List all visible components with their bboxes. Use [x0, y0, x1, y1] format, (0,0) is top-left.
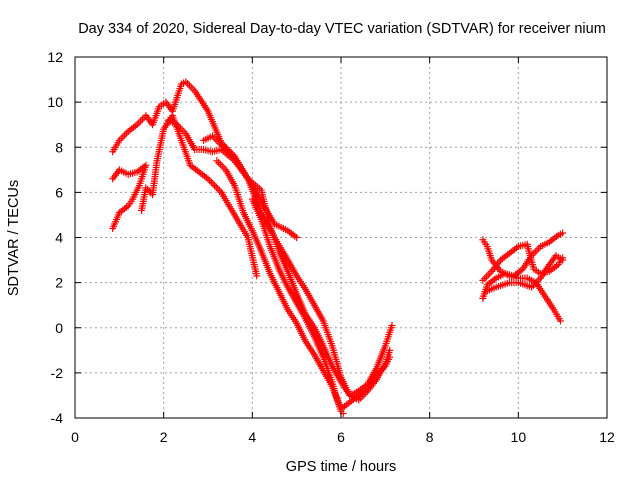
y-tick-label: 6	[55, 184, 63, 200]
data-point	[119, 133, 127, 141]
data-point	[226, 149, 234, 157]
data-points	[109, 78, 567, 417]
data-point	[214, 185, 222, 193]
x-tick-label: 2	[160, 429, 168, 445]
data-point	[216, 187, 224, 195]
data-point	[206, 177, 214, 185]
y-tick-label: 0	[55, 320, 63, 336]
data-point	[184, 80, 192, 88]
data-point	[253, 272, 261, 280]
data-point	[484, 271, 492, 279]
x-tick-label: 12	[599, 429, 615, 445]
data-point	[531, 248, 539, 256]
x-axis-label: GPS time / hours	[286, 459, 396, 475]
data-point	[209, 180, 217, 188]
y-tick-label: 10	[47, 94, 63, 110]
data-point	[212, 183, 220, 191]
data-point	[187, 83, 195, 91]
data-point	[109, 224, 117, 232]
data-point	[386, 353, 394, 361]
axes: 0 2 4 6 8 10 12 -4 -2 0 2 4 6 8 10 12	[47, 49, 615, 445]
data-point	[293, 234, 301, 241]
data-point	[215, 159, 223, 167]
data-point	[221, 144, 229, 152]
x-tick-label: 4	[248, 429, 256, 445]
y-axis-label: SDTVAR / TECUs	[6, 180, 22, 296]
chart-title: Day 334 of 2020, Sidereal Day-to-day VTE…	[78, 21, 606, 37]
data-point	[229, 153, 237, 161]
y-tick-label: 12	[47, 49, 63, 65]
data-point	[388, 321, 396, 329]
data-point	[224, 148, 232, 156]
data-point	[135, 119, 143, 127]
data-point	[117, 135, 125, 143]
data-point	[216, 160, 224, 168]
x-tick-label: 0	[71, 429, 79, 445]
data-point	[481, 275, 489, 283]
data-point	[122, 129, 130, 137]
data-point	[559, 256, 567, 264]
data-point	[222, 146, 230, 154]
y-tick-label: 2	[55, 275, 63, 291]
y-tick-label: -2	[51, 365, 64, 381]
x-tick-label: 8	[426, 429, 434, 445]
data-point	[204, 175, 212, 183]
x-tick-label: 6	[337, 429, 345, 445]
data-point	[137, 117, 145, 125]
data-point	[145, 187, 153, 195]
data-point	[533, 246, 541, 254]
data-point	[219, 143, 227, 151]
y-tick-label: -4	[51, 410, 64, 426]
data-point	[211, 182, 219, 190]
data-point	[227, 151, 235, 159]
data-point	[556, 317, 564, 325]
y-tick-label: 8	[55, 139, 63, 155]
plot-frame	[74, 56, 608, 419]
x-tick-label: 10	[511, 429, 527, 445]
data-point	[482, 273, 490, 281]
y-tick-label: 4	[55, 230, 63, 246]
data-point	[217, 141, 225, 149]
data-point	[386, 346, 394, 354]
data-point	[138, 115, 146, 123]
data-point	[121, 131, 129, 139]
data-point	[559, 229, 567, 237]
data-point	[218, 162, 226, 170]
data-point	[207, 178, 215, 186]
data-point	[486, 269, 494, 277]
data-point	[213, 157, 221, 165]
data-point	[142, 184, 150, 192]
